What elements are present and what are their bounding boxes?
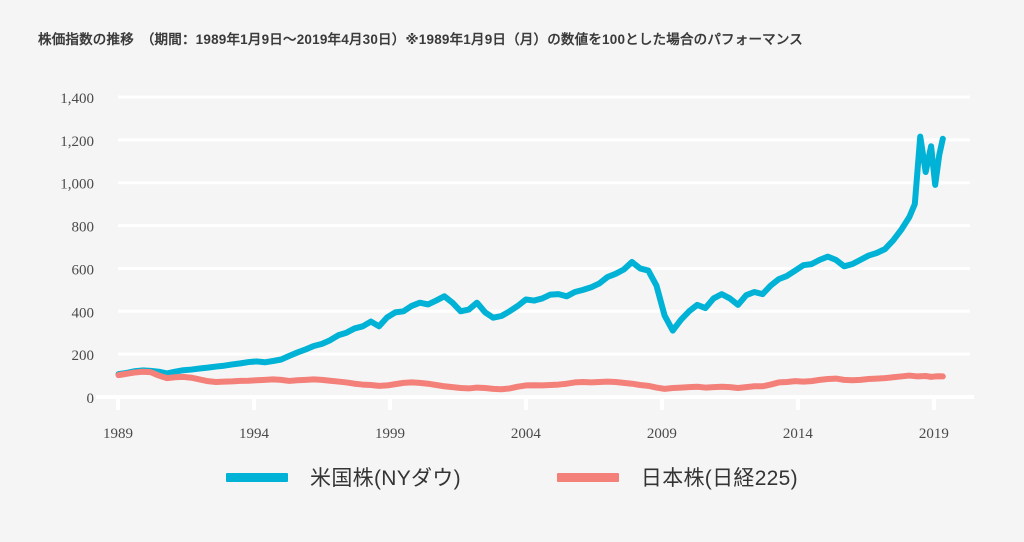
- svg-text:2019: 2019: [919, 426, 949, 442]
- legend-item-japan-stocks[interactable]: 日本株(日経225): [556, 462, 798, 492]
- svg-text:400: 400: [72, 305, 95, 321]
- svg-text:1,200: 1,200: [60, 134, 94, 150]
- svg-text:0: 0: [87, 391, 95, 407]
- svg-text:600: 600: [72, 262, 95, 278]
- svg-text:2009: 2009: [647, 426, 677, 442]
- svg-text:800: 800: [72, 220, 95, 236]
- y-axis-tick-labels: 0 200 400 600 800 1,000 1,200 1,400: [60, 91, 94, 407]
- legend-swatch-us-stocks: [226, 472, 289, 482]
- gridlines: [118, 95, 970, 399]
- legend-label-japan-stocks: 日本株(日経225): [640, 467, 798, 490]
- page-title: 株価指数の推移 （期間：1989年1月9日〜2019年4月30日）※1989年1…: [38, 32, 803, 47]
- svg-text:1,400: 1,400: [60, 91, 94, 107]
- legend-item-us-stocks[interactable]: 米国株(NYダウ): [226, 462, 461, 492]
- series-line-1: [115, 368, 946, 393]
- x-axis: [96, 395, 974, 412]
- svg-text:2014: 2014: [783, 426, 814, 442]
- data-series-lines: [115, 133, 946, 393]
- svg-text:2004: 2004: [511, 426, 542, 442]
- svg-text:1989: 1989: [103, 426, 133, 442]
- legend-label-us-stocks: 米国株(NYダウ): [310, 467, 461, 490]
- chart-legend: 米国株(NYダウ) 日本株(日経225): [0, 462, 1024, 492]
- svg-text:1,000: 1,000: [60, 177, 94, 193]
- series-line-0: [115, 133, 946, 378]
- svg-text:1999: 1999: [375, 426, 405, 442]
- x-axis-tick-labels: 1989 1994 1999 2004 2009 2014 2019: [103, 426, 949, 442]
- chart-plot-area: 0 200 400 600 800 1,000 1,200 1,400 1989 1994 199…: [60, 91, 974, 442]
- svg-text:1994: 1994: [239, 426, 270, 442]
- legend-swatch-japan-stocks: [556, 472, 619, 482]
- svg-text:200: 200: [72, 348, 95, 364]
